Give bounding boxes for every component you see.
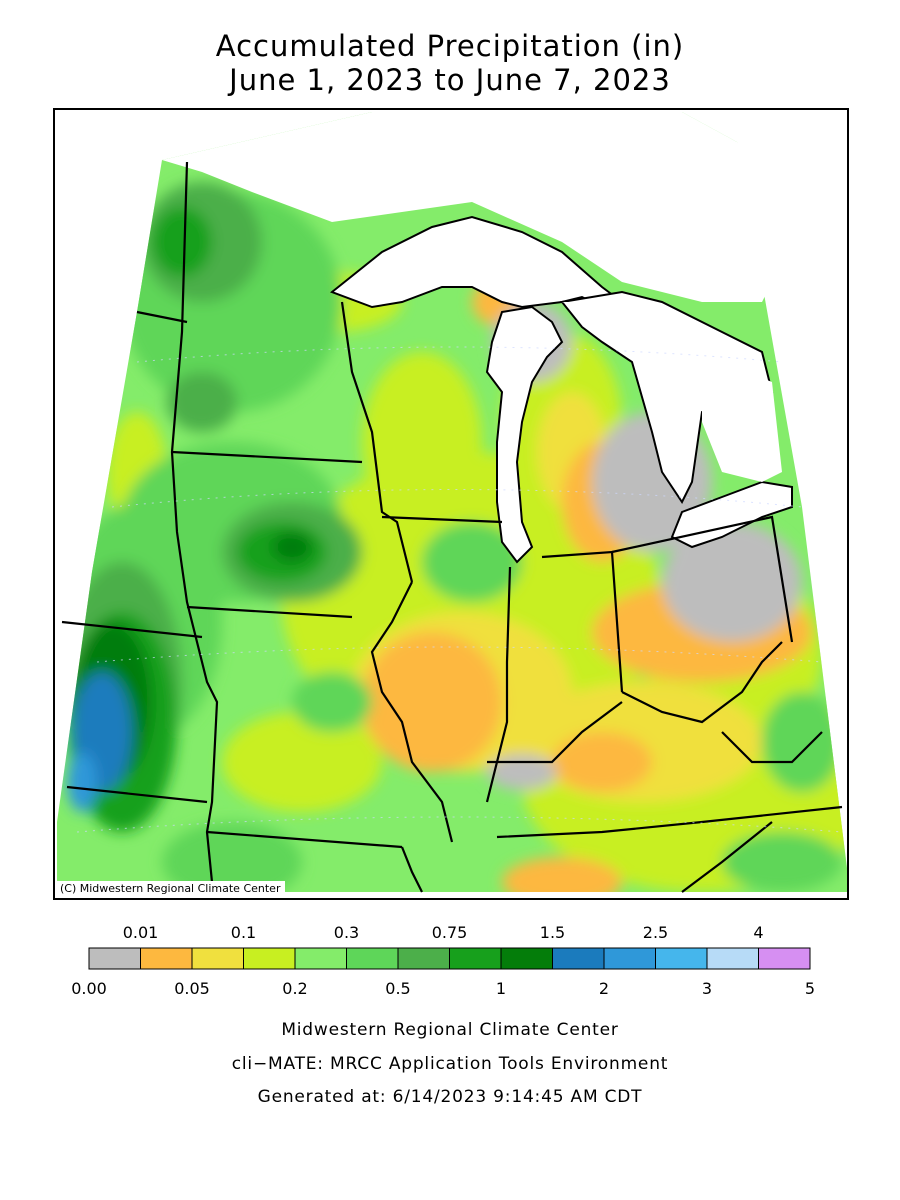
legend-lower-label: 5 [805, 979, 815, 998]
legend-upper-label: 4 [753, 923, 763, 942]
legend-swatch [140, 947, 193, 970]
legend-upper-label: 1.5 [540, 923, 565, 942]
legend-swatch [552, 947, 605, 970]
map-date-range: June 1, 2023 to June 7, 2023 [229, 63, 671, 97]
graticule [76, 346, 843, 833]
legend-upper-label: 2.5 [643, 923, 668, 942]
legend-swatch [758, 947, 811, 970]
canada-blank-area [162, 112, 782, 302]
legend-lower-label: 2 [599, 979, 609, 998]
legend-swatch [449, 947, 502, 970]
legend-swatch [294, 947, 347, 970]
legend-swatch [603, 947, 656, 970]
legend-lower-label: 1 [496, 979, 506, 998]
legend-upper-label: 0.01 [123, 923, 159, 942]
legend-swatch [346, 947, 399, 970]
legend-swatch [500, 947, 553, 970]
footer-organization: Midwestern Regional Climate Center [281, 1020, 619, 1040]
color-scale-legend: 0.01 0.1 0.3 0.75 1.5 2.5 4 0.00 0.05 0.2 0.5 1 2 3 5 [71, 923, 815, 998]
state-borders [61, 161, 843, 893]
legend-swatch [397, 947, 450, 970]
legend-swatch [243, 947, 296, 970]
legend-swatch [706, 947, 759, 970]
legend-lower-label: 3 [702, 979, 712, 998]
footer-application: cli−MATE: MRCC Application Tools Environ… [231, 1054, 669, 1074]
legend-swatch [655, 947, 708, 970]
legend-upper-label: 0.75 [432, 923, 468, 942]
legend-swatch [191, 947, 244, 970]
great-lakes [330, 215, 793, 564]
map-canvas [57, 112, 847, 893]
footer-generated-time: Generated at: 6/14/2023 9:14:45 AM CDT [257, 1087, 643, 1107]
legend-lower-label: 0.2 [282, 979, 307, 998]
legend-upper-label: 0.3 [334, 923, 359, 942]
precipitation-map: (C) Midwestern Regional Climate Center [53, 108, 849, 900]
legend-lower-label: 0.5 [385, 979, 410, 998]
legend-lower-label: 0.00 [71, 979, 107, 998]
map-title: Accumulated Precipitation (in) [215, 29, 685, 63]
copyright-label: (C) Midwestern Regional Climate Center [57, 881, 286, 896]
legend-lower-label: 0.05 [174, 979, 210, 998]
legend-upper-label: 0.1 [231, 923, 256, 942]
legend-swatch [88, 947, 141, 970]
ontario-blank-area [562, 302, 782, 482]
